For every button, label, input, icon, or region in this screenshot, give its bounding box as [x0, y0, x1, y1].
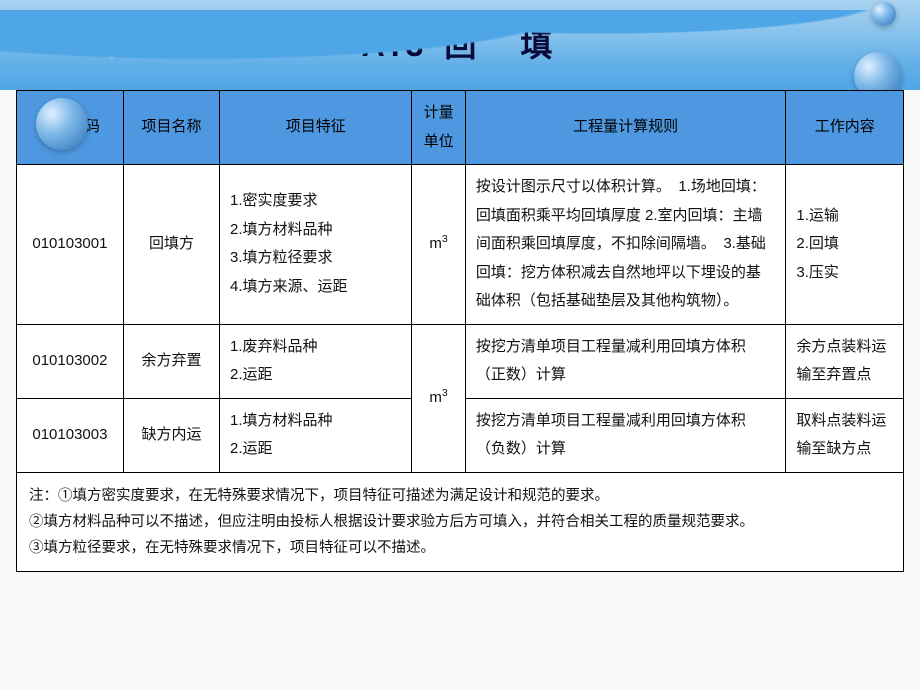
bubble-icon	[872, 2, 896, 26]
cell-features: 1.密实度要求2.填方材料品种3.填方粒径要求4.填方来源、运距	[220, 165, 412, 325]
bubble-icon	[36, 98, 88, 150]
col-header-features: 项目特征	[220, 91, 412, 165]
cell-rule: 按挖方清单项目工程量减利用回填方体积（负数）计算	[465, 398, 786, 472]
table-header-row: 项目编码 项目名称 项目特征 计量单位 工程量计算规则 工作内容	[17, 91, 904, 165]
page-title: A.3 回 填	[0, 20, 920, 66]
cell-code: 010103003	[17, 398, 124, 472]
cell-rule: 按挖方清单项目工程量减利用回填方体积（正数）计算	[465, 324, 786, 398]
table-row: 010103002余方弃置1.废弃料品种2.运距m3按挖方清单项目工程量减利用回…	[17, 324, 904, 398]
cell-features: 1.填方材料品种2.运距	[220, 398, 412, 472]
col-header-unit: 计量单位	[412, 91, 465, 165]
col-header-work: 工作内容	[786, 91, 904, 165]
cell-features: 1.废弃料品种2.运距	[220, 324, 412, 398]
cell-code: 010103001	[17, 165, 124, 325]
cell-name: 回填方	[123, 165, 219, 325]
cell-rule: 按设计图示尺寸以体积计算。 1.场地回填：回填面积乘平均回填厚度 2.室内回填：…	[465, 165, 786, 325]
cell-name: 缺方内运	[123, 398, 219, 472]
col-header-name: 项目名称	[123, 91, 219, 165]
cell-name: 余方弃置	[123, 324, 219, 398]
col-header-rule: 工程量计算规则	[465, 91, 786, 165]
spec-table: 项目编码 项目名称 项目特征 计量单位 工程量计算规则 工作内容 0101030…	[16, 90, 904, 572]
header-banner: w a p A.3 回 填	[0, 0, 920, 90]
table-notes-row: 注：①填方密实度要求，在无特殊要求情况下，项目特征可描述为满足设计和规范的要求。…	[17, 472, 904, 571]
table-row: 010103001回填方1.密实度要求2.填方材料品种3.填方粒径要求4.填方来…	[17, 165, 904, 325]
table-container: 项目编码 项目名称 项目特征 计量单位 工程量计算规则 工作内容 0101030…	[16, 90, 904, 572]
cell-code: 010103002	[17, 324, 124, 398]
cell-work: 1.运输2.回填3.压实	[786, 165, 904, 325]
cell-unit: m3	[412, 165, 465, 325]
notes-cell: 注：①填方密实度要求，在无特殊要求情况下，项目特征可描述为满足设计和规范的要求。…	[17, 472, 904, 571]
cell-work: 余方点装料运输至弃置点	[786, 324, 904, 398]
cell-work: 取料点装料运输至缺方点	[786, 398, 904, 472]
cell-unit: m3	[412, 324, 465, 472]
